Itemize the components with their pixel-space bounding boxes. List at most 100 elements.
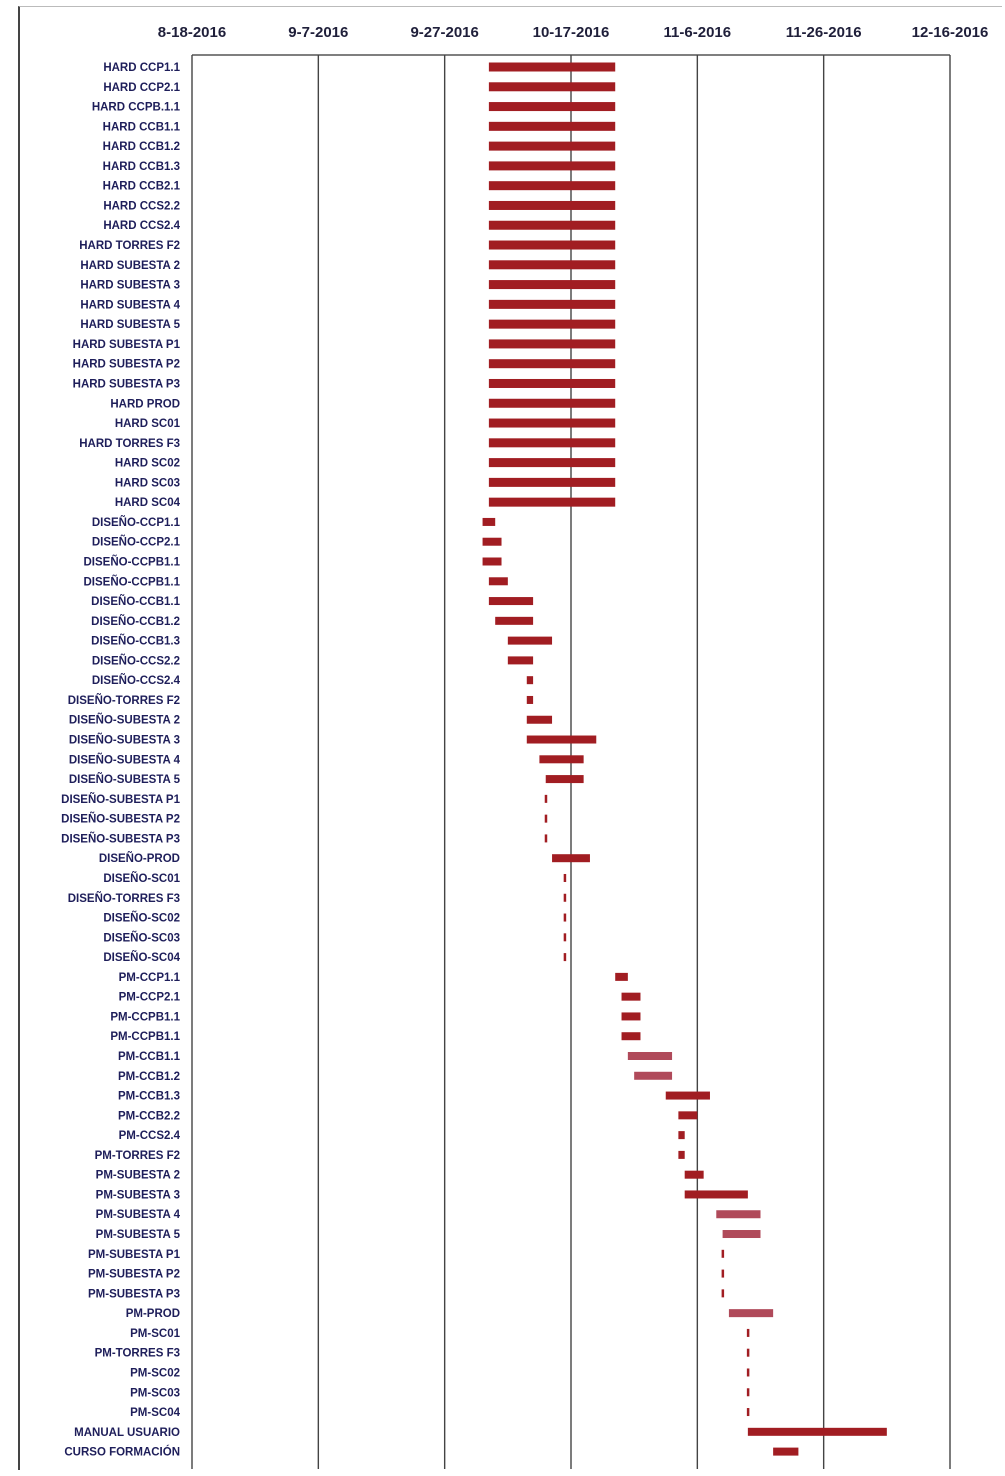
- task-label: DISEÑO-CCP1.1: [92, 516, 181, 529]
- task-label: PM-SUBESTA 4: [96, 1209, 181, 1221]
- task-label: DISEÑO-CCS2.2: [92, 654, 180, 667]
- task-label: DISEÑO-SUBESTA 2: [69, 714, 180, 727]
- task-label: PM-TORRES F3: [95, 1348, 180, 1360]
- task-bar: [539, 755, 584, 764]
- task-label: HARD SC04: [115, 497, 181, 509]
- task-bar: [488, 82, 616, 92]
- task-bar: [488, 339, 616, 349]
- task-label: DISEÑO-SC01: [103, 872, 180, 885]
- task-label: DISEÑO-SUBESTA P3: [61, 832, 180, 845]
- task-bar: [488, 200, 616, 210]
- task-bar: [488, 161, 616, 171]
- task-bar: [621, 1032, 641, 1041]
- task-label: DISEÑO-SUBESTA 4: [69, 753, 181, 766]
- task-label: HARD CCB1.3: [103, 161, 180, 173]
- task-label: PM-CCB1.3: [118, 1091, 180, 1103]
- task-label: DISEÑO-CCB1.1: [91, 595, 180, 608]
- task-label: HARD SUBESTA P1: [73, 339, 181, 351]
- task-bars: [482, 62, 887, 1456]
- task-milestone: [746, 1408, 750, 1417]
- task-bar: [488, 121, 616, 131]
- task-label: PM-SC04: [130, 1407, 180, 1419]
- task-label: PM-CCPB1.1: [110, 1011, 180, 1023]
- task-label: PM-PROD: [126, 1308, 180, 1320]
- task-bar: [488, 319, 616, 329]
- task-bar: [488, 438, 616, 448]
- task-label: HARD SUBESTA P2: [73, 359, 180, 371]
- task-label: PM-CCB2.2: [118, 1110, 180, 1122]
- task-label: DISEÑO-SUBESTA 5: [69, 773, 181, 786]
- task-bar: [507, 636, 553, 645]
- task-label: HARD CCB1.1: [103, 121, 181, 133]
- task-label: PM-SUBESTA P3: [88, 1288, 180, 1300]
- task-label: DISEÑO-SC04: [103, 951, 180, 964]
- task-label: DISEÑO-TORRES F3: [68, 892, 180, 905]
- task-label: HARD PROD: [110, 398, 180, 410]
- task-label: PM-CCB1.1: [118, 1051, 181, 1063]
- task-bar: [634, 1071, 673, 1080]
- task-milestone: [563, 913, 567, 922]
- task-label: DISEÑO-CCB1.2: [91, 615, 180, 628]
- task-label: HARD SUBESTA 3: [80, 280, 180, 292]
- tick-label: 12-16-2016: [912, 24, 989, 41]
- chart-frame: 8-18-2016 9-7-2016 9-27-2016 10-17-2016 11-6…: [18, 6, 1002, 1470]
- task-label: DISEÑO-SUBESTA P1: [61, 793, 180, 806]
- task-bar: [728, 1309, 774, 1318]
- task-label: HARD CCS2.4: [103, 220, 180, 232]
- task-bar: [684, 1170, 704, 1179]
- tick-label: 8-18-2016: [158, 24, 226, 41]
- task-bar: [678, 1150, 685, 1159]
- task-milestone: [721, 1289, 725, 1298]
- task-label: DISEÑO-CCP2.1: [92, 536, 181, 549]
- task-label: PM-CCPB1.1: [110, 1031, 180, 1043]
- task-bar: [488, 597, 534, 606]
- task-bar: [488, 359, 616, 369]
- x-axis-ticks: 8-18-2016 9-7-2016 9-27-2016 10-17-2016 11-6…: [158, 24, 989, 41]
- task-label: HARD SC03: [115, 477, 180, 489]
- task-label: DISEÑO-CCB1.3: [91, 635, 180, 648]
- task-milestone: [563, 933, 567, 942]
- task-bar: [507, 656, 534, 665]
- task-label: HARD SUBESTA 4: [80, 299, 180, 311]
- task-bar: [488, 141, 616, 151]
- task-label: PM-SUBESTA P2: [88, 1269, 180, 1281]
- task-bar: [615, 972, 628, 981]
- task-bar: [482, 537, 502, 546]
- task-bar: [482, 557, 502, 566]
- task-label: HARD CCPB.1.1: [92, 102, 181, 114]
- task-bar: [526, 695, 534, 704]
- task-bar: [678, 1131, 685, 1140]
- task-bar: [627, 1052, 673, 1060]
- gantt-chart: 8-18-2016 9-7-2016 9-27-2016 10-17-2016 11-6…: [61, 24, 989, 1469]
- task-bar: [552, 854, 590, 863]
- task-milestone: [544, 814, 548, 823]
- task-label: DISEÑO-CCPB1.1: [84, 575, 181, 588]
- task-label: HARD SC02: [115, 458, 180, 470]
- task-milestone: [746, 1388, 750, 1397]
- task-label: PM-CCP2.1: [119, 992, 181, 1004]
- task-labels: HARD CCP1.1 HARD CCP2.1 HARD CCPB.1.1 HARD …: [61, 62, 180, 1459]
- task-label: DISEÑO-SUBESTA 3: [69, 734, 180, 747]
- task-label: DISEÑO-PROD: [99, 852, 180, 865]
- task-bar: [747, 1427, 887, 1436]
- task-bar: [482, 517, 496, 526]
- task-label: HARD TORRES F3: [79, 438, 180, 450]
- task-milestone: [563, 953, 567, 962]
- task-label: DISEÑO-SC02: [103, 912, 180, 925]
- task-label: PM-CCP1.1: [119, 972, 181, 984]
- task-bar: [488, 458, 616, 468]
- task-label: PM-SC02: [130, 1367, 180, 1379]
- task-label: HARD CCB1.2: [103, 141, 180, 153]
- task-bar: [773, 1447, 799, 1456]
- task-label: PM-SUBESTA P1: [88, 1249, 181, 1261]
- task-milestone: [544, 834, 548, 843]
- task-bar: [488, 418, 616, 428]
- task-bar: [621, 1012, 641, 1021]
- task-bar: [488, 240, 616, 250]
- task-bar: [684, 1190, 748, 1199]
- task-label: PM-CCS2.4: [119, 1130, 181, 1142]
- task-label: HARD SC01: [115, 418, 181, 430]
- task-bar: [526, 735, 597, 744]
- task-label: CURSO FORMACIÓN: [64, 1446, 180, 1459]
- task-bar: [488, 280, 616, 290]
